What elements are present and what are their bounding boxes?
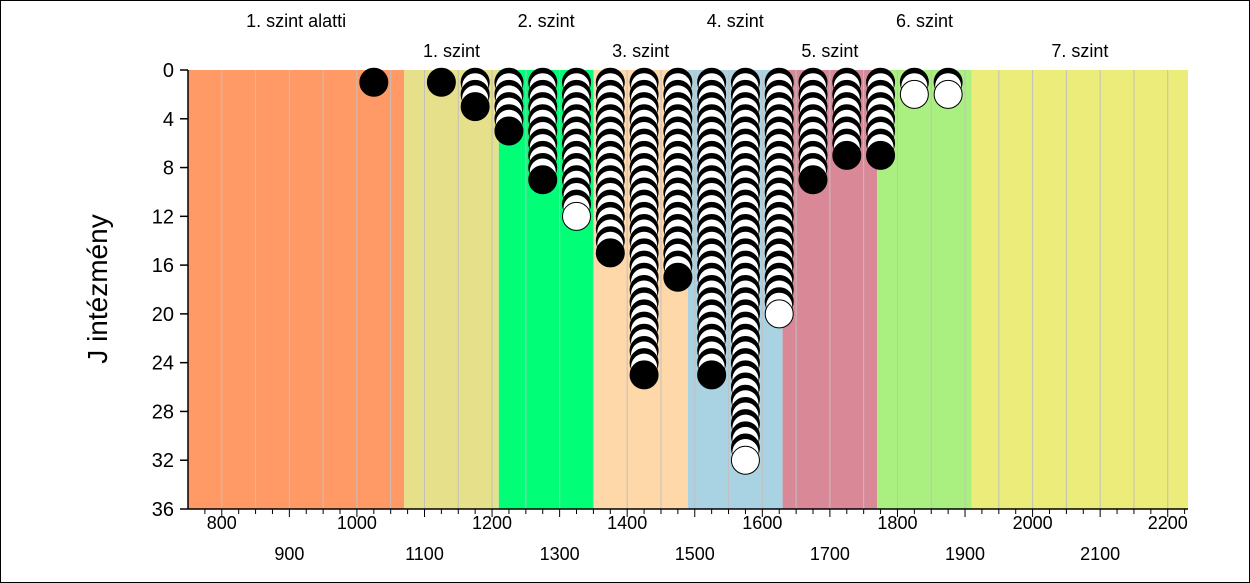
x-tick-label-1300: 1300	[540, 544, 580, 564]
dot-col16-2	[899, 79, 929, 109]
level-label-7: 6. szint	[896, 11, 953, 31]
x-tick-label-900: 900	[274, 544, 304, 564]
y-tick-label-32: 32	[152, 450, 174, 472]
y-tick-label-20: 20	[152, 304, 174, 326]
y-tick-label-24: 24	[152, 353, 174, 375]
dot-col1-1	[359, 67, 389, 97]
dot-col13-9	[798, 165, 828, 195]
dot-col4-5	[494, 116, 524, 146]
dot-col17-2	[933, 79, 963, 109]
dot-col7-15	[595, 238, 625, 268]
x-tick-label-1700: 1700	[810, 544, 850, 564]
level-label-6: 5. szint	[801, 41, 858, 61]
axes	[180, 69, 1188, 517]
dot-col2-1	[426, 67, 456, 97]
dot-col9-17	[663, 262, 693, 292]
y-axis-title: J intézmény	[82, 214, 113, 363]
dot-col8-25	[629, 360, 659, 390]
band-8	[971, 70, 1188, 509]
dot-col12-20	[764, 299, 794, 329]
dot-col10-25	[697, 360, 727, 390]
band-1	[188, 70, 405, 509]
level-label-1: 1. szint alatti	[246, 11, 346, 31]
level-label-2: 1. szint	[423, 41, 480, 61]
x-tick-label-2000: 2000	[1013, 513, 1053, 533]
labels: 1. szint alatti 1. szint 2. szint 3. szint 4…	[152, 11, 1188, 564]
level-label-4: 3. szint	[612, 41, 669, 61]
x-tick-label-1400: 1400	[607, 513, 647, 533]
level-label-5: 4. szint	[707, 11, 764, 31]
dot-col5-9	[528, 165, 558, 195]
gridlines	[221, 70, 1169, 509]
level-label-3: 2. szint	[518, 11, 575, 31]
y-tick-label-8: 8	[163, 158, 174, 180]
x-tick-label-1200: 1200	[472, 513, 512, 533]
x-tick-label-1900: 1900	[945, 544, 985, 564]
dot-col6-12	[562, 201, 592, 231]
dot-col3-3	[460, 92, 490, 122]
dot-col15-7	[866, 140, 896, 170]
x-tick-label-1800: 1800	[877, 513, 917, 533]
y-tick-label-36: 36	[152, 499, 174, 521]
x-tick-label-2100: 2100	[1080, 544, 1120, 564]
x-tick-label-800: 800	[207, 513, 237, 533]
y-tick-label-16: 16	[152, 255, 174, 277]
y-tick-label-4: 4	[163, 109, 174, 131]
x-tick-label-2200: 2200	[1148, 513, 1188, 533]
x-tick-label-1100: 1100	[405, 544, 444, 564]
band-2	[404, 70, 499, 509]
x-tick-label-1500: 1500	[675, 544, 715, 564]
level-label-8: 7. szint	[1051, 41, 1108, 61]
y-tick-label-12: 12	[152, 206, 174, 228]
dot-col14-7	[832, 140, 862, 170]
x-tick-label-1000: 1000	[337, 513, 377, 533]
y-tick-label-28: 28	[152, 401, 174, 423]
y-tick-label-0: 0	[163, 60, 174, 82]
dots-layer	[359, 67, 963, 475]
x-tick-label-1600: 1600	[742, 513, 782, 533]
dot-col11-32	[730, 445, 760, 475]
